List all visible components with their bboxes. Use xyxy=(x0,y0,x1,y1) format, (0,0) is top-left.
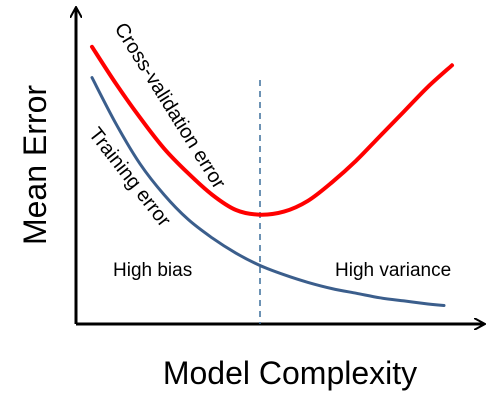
cross-validation-error-curve xyxy=(90,44,454,217)
y-axis-title: Mean Error xyxy=(17,85,53,245)
x-axis-title: Model Complexity xyxy=(163,355,417,391)
high-variance-label: High variance xyxy=(335,260,451,281)
training-error-label: Training error xyxy=(84,124,175,232)
high-bias-label: High bias xyxy=(113,260,192,281)
training-error-curve xyxy=(90,76,446,307)
